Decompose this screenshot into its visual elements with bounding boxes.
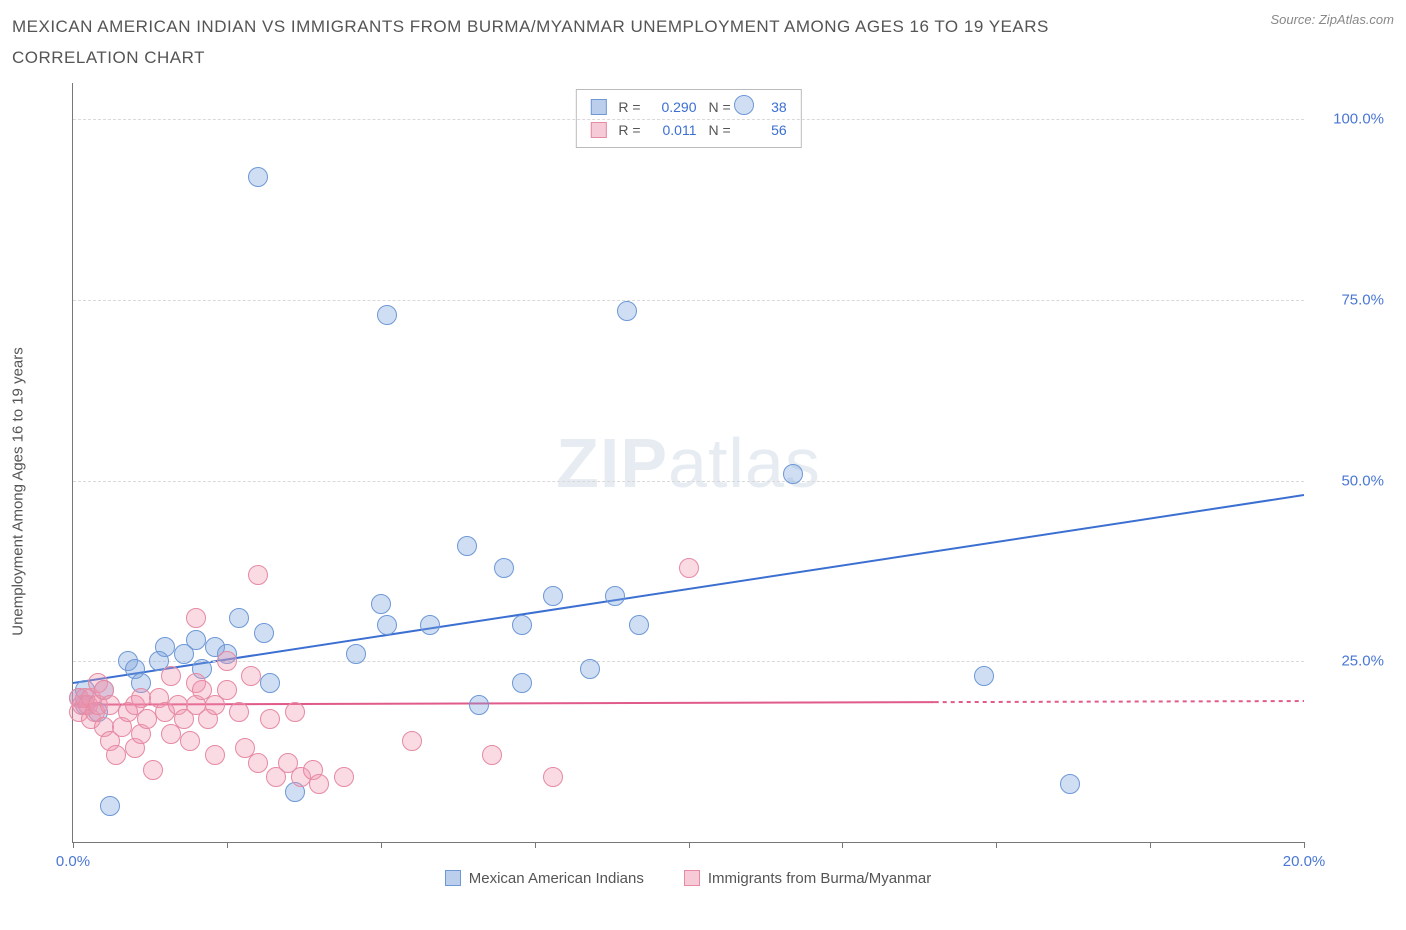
chart-title: MEXICAN AMERICAN INDIAN VS IMMIGRANTS FR… — [12, 12, 1049, 73]
data-point — [605, 586, 625, 606]
x-tick — [227, 842, 228, 848]
legend-swatch-blue — [445, 870, 461, 886]
trend-lines — [73, 83, 1304, 842]
data-point — [180, 731, 200, 751]
data-point — [617, 301, 637, 321]
y-tick-label: 75.0% — [1314, 292, 1384, 309]
data-point — [143, 760, 163, 780]
data-point — [1060, 774, 1080, 794]
data-point — [494, 558, 514, 578]
data-point — [131, 688, 151, 708]
gridline-h — [73, 661, 1304, 662]
legend-swatch-pink — [684, 870, 700, 886]
y-tick-label: 50.0% — [1314, 472, 1384, 489]
x-tick — [842, 842, 843, 848]
x-tick — [996, 842, 997, 848]
data-point — [106, 745, 126, 765]
data-point — [285, 702, 305, 722]
legend-label-blue: Mexican American Indians — [469, 870, 644, 887]
data-point — [377, 615, 397, 635]
data-point — [137, 709, 157, 729]
data-point — [186, 608, 206, 628]
data-point — [482, 745, 502, 765]
legend-label-pink: Immigrants from Burma/Myanmar — [708, 870, 931, 887]
data-point — [512, 673, 532, 693]
x-tick — [535, 842, 536, 848]
data-point — [371, 594, 391, 614]
data-point — [469, 695, 489, 715]
data-point — [334, 767, 354, 787]
source-attribution: Source: ZipAtlas.com — [1270, 12, 1394, 27]
data-point — [229, 608, 249, 628]
data-point — [734, 95, 754, 115]
legend-swatch-blue — [590, 99, 606, 115]
data-point — [457, 536, 477, 556]
data-point — [229, 702, 249, 722]
data-point — [100, 796, 120, 816]
x-tick — [1150, 842, 1151, 848]
x-tick — [381, 842, 382, 848]
y-axis-label: Unemployment Among Ages 16 to 19 years — [10, 347, 27, 636]
x-tick — [689, 842, 690, 848]
gridline-h — [73, 481, 1304, 482]
data-point — [248, 565, 268, 585]
data-point — [512, 615, 532, 635]
data-point — [260, 709, 280, 729]
data-point — [679, 558, 699, 578]
gridline-h — [73, 300, 1304, 301]
legend-bottom: Mexican American Indians Immigrants from… — [72, 863, 1304, 893]
scatter-plot-area: ZIPatlas R = 0.290 N = 38 R = 0.011 N = … — [72, 83, 1304, 843]
data-point — [241, 666, 261, 686]
data-point — [543, 586, 563, 606]
data-point — [260, 673, 280, 693]
data-point — [161, 666, 181, 686]
x-tick — [1304, 842, 1305, 848]
data-point — [377, 305, 397, 325]
data-point — [402, 731, 422, 751]
watermark: ZIPatlas — [556, 423, 821, 503]
data-point — [783, 464, 803, 484]
gridline-h — [73, 119, 1304, 120]
data-point — [205, 745, 225, 765]
data-point — [580, 659, 600, 679]
data-point — [186, 630, 206, 650]
data-point — [543, 767, 563, 787]
data-point — [248, 753, 268, 773]
data-point — [217, 680, 237, 700]
data-point — [217, 651, 237, 671]
data-point — [420, 615, 440, 635]
data-point — [309, 774, 329, 794]
data-point — [254, 623, 274, 643]
data-point — [100, 695, 120, 715]
x-tick — [73, 842, 74, 848]
data-point — [248, 167, 268, 187]
data-point — [974, 666, 994, 686]
y-tick-label: 25.0% — [1314, 653, 1384, 670]
data-point — [346, 644, 366, 664]
y-tick-label: 100.0% — [1314, 111, 1384, 128]
data-point — [629, 615, 649, 635]
legend-swatch-pink — [590, 122, 606, 138]
